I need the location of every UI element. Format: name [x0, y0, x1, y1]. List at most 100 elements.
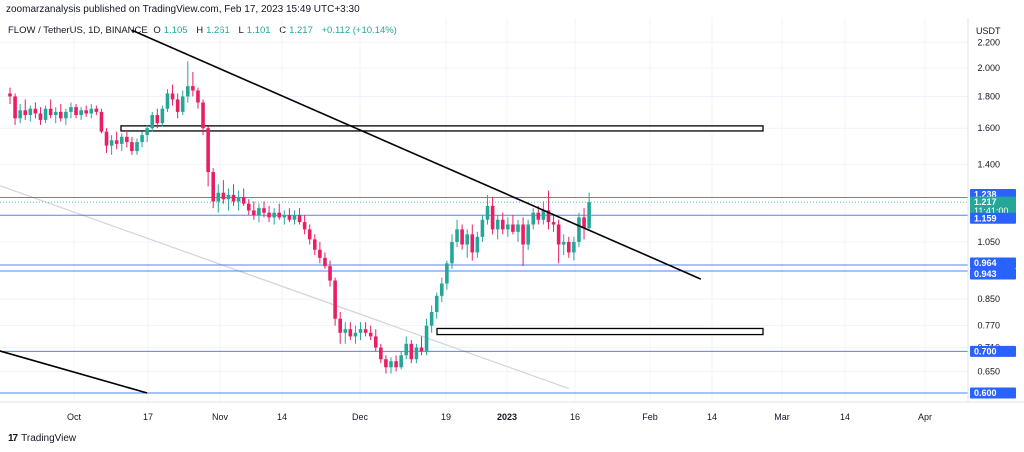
countdown-text: 11:41:00 — [974, 206, 1008, 216]
candle-body — [470, 234, 475, 253]
candle-body — [511, 224, 515, 232]
trendline — [0, 185, 570, 390]
candle-body — [84, 110, 88, 114]
price-label-text: 0.700 — [974, 346, 997, 356]
candle-body — [572, 241, 576, 253]
x-tick-label: 2023 — [497, 412, 517, 422]
price-label-tag — [970, 268, 1016, 280]
candle-body — [302, 222, 307, 230]
price-label-text: 1.159 — [974, 213, 997, 223]
candle-body — [23, 110, 28, 116]
symbol-name: FLOW / TetherUS, 1D, BINANCE — [8, 25, 148, 36]
candle-body — [480, 219, 485, 237]
candle-body — [587, 202, 591, 229]
y-tick-label: 2.200 — [977, 37, 1000, 47]
candle-body — [104, 131, 109, 146]
y-tick-label: 1.800 — [977, 91, 1000, 101]
x-tick-label: 16 — [570, 412, 580, 422]
trendlines — [0, 29, 702, 394]
candle-body — [135, 142, 139, 152]
candle-body — [500, 219, 505, 230]
candle-body — [577, 217, 581, 242]
x-tick-label: Mar — [774, 412, 790, 422]
candle-body — [262, 208, 266, 213]
zone-box — [120, 125, 764, 132]
y-tick-label: 1.050 — [977, 237, 1000, 247]
candle-body — [145, 128, 149, 136]
candle-body — [318, 249, 322, 258]
candle-body — [434, 295, 439, 312]
candle-body — [109, 140, 114, 146]
candle-body — [373, 336, 378, 348]
candle-body — [170, 93, 175, 100]
x-tick-label: Feb — [642, 412, 658, 422]
candle-body — [536, 212, 541, 220]
trendline — [0, 350, 148, 394]
candle-body — [180, 96, 185, 112]
candle-body — [282, 215, 287, 218]
candle-body — [175, 99, 180, 112]
candle-body — [399, 355, 403, 368]
candle-body — [287, 215, 292, 220]
publisher-header: zoomarzanalysis published on TradingView… — [6, 4, 360, 15]
candle-body — [226, 194, 231, 200]
price-label-text: 0.600 — [974, 388, 997, 398]
candle-body — [79, 110, 83, 116]
candle-body — [333, 280, 337, 319]
candle-body — [506, 224, 510, 230]
candle-body — [160, 108, 165, 124]
candle-body — [292, 215, 297, 220]
candle-body — [379, 347, 383, 360]
candle-body — [424, 325, 429, 352]
x-tick-label: Apr — [918, 412, 932, 422]
x-tick-label: 14 — [277, 412, 287, 422]
candlesticks — [8, 61, 591, 374]
candle-body — [455, 229, 459, 242]
candle-body — [414, 347, 419, 360]
candle-body — [99, 111, 104, 132]
candle-body — [114, 140, 119, 144]
candle-body — [59, 111, 63, 119]
candle-body — [384, 359, 388, 368]
tradingview-footer[interactable]: 17 TradingView — [8, 433, 76, 444]
candle-body — [211, 172, 215, 202]
price-chart[interactable]: 2.200 2.000 1.800 1.600 1.400 1.050 0.850 0.770… — [0, 0, 1024, 430]
symbol-legend: FLOW / TetherUS, 1D, BINANCE O 1.105 H 1.2… — [8, 25, 400, 36]
candle-body — [125, 136, 129, 143]
candle-body — [567, 241, 571, 253]
candle-body — [89, 108, 94, 114]
candle-body — [53, 111, 58, 116]
candle-body — [485, 205, 490, 220]
tradingview-logo-icon: 17 — [8, 433, 18, 444]
candle-body — [165, 93, 170, 109]
candle-body — [582, 217, 586, 229]
ohlc-change: +0.112 (+10.14%) — [321, 25, 397, 36]
candle-body — [450, 241, 454, 264]
price-label-tag — [970, 257, 1016, 269]
candle-body — [201, 102, 205, 129]
candle-body — [119, 136, 124, 144]
channel-lines — [0, 185, 570, 390]
candle-body — [490, 205, 495, 230]
candle-body — [297, 215, 302, 223]
candle-body — [257, 208, 261, 216]
publisher-text: zoomarzanalysis published on TradingView… — [6, 4, 360, 15]
candle-body — [18, 110, 22, 119]
candle-body — [460, 229, 464, 245]
candle-body — [328, 266, 332, 281]
candle-body — [475, 236, 480, 253]
candle-body — [358, 329, 363, 333]
price-label-tag — [970, 387, 1016, 399]
candle-body — [221, 192, 226, 200]
ohlc-open: O 1.105 — [153, 25, 188, 36]
grid — [0, 18, 968, 402]
candle-body — [495, 219, 500, 230]
y-tick-label: 2.000 — [977, 63, 1000, 73]
candle-body — [241, 197, 246, 204]
y-tick-label: 0.650 — [977, 366, 1000, 376]
y-tick-label: 1.600 — [977, 123, 1000, 133]
candle-body — [196, 90, 200, 103]
candle-body — [252, 210, 256, 216]
candle-body — [541, 210, 546, 220]
candle-body — [419, 347, 424, 352]
